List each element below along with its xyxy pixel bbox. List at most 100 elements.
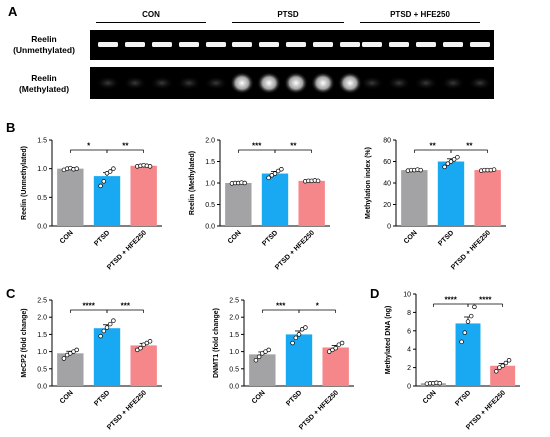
gel-band-unmethylated (152, 42, 172, 47)
y-tick-label: 1.0 (229, 349, 239, 356)
gel-row-label-unmethylated-line1: Reelin (31, 34, 57, 44)
bar (298, 180, 325, 226)
data-point (290, 340, 295, 346)
data-point (293, 335, 299, 341)
gel-group-label-hfe250: PTSD + HFE250 (390, 10, 450, 19)
data-point (147, 339, 153, 344)
x-tick-label: PTSD + HFE250 (465, 389, 507, 431)
panel-label-c: C (6, 286, 16, 301)
data-point (272, 171, 278, 176)
bar (93, 328, 121, 386)
gel-band-unmethylated (389, 42, 409, 47)
data-point (468, 313, 474, 319)
gel-band-methylated (441, 76, 465, 90)
bar (93, 176, 121, 226)
panel-label-d: D (370, 286, 380, 301)
data-point (491, 167, 497, 172)
y-tick-label: 2.0 (205, 138, 215, 145)
gel-band-unmethylated (206, 42, 226, 47)
gel-band-methylated (414, 76, 438, 90)
y-tick-label: 0.5 (229, 366, 239, 373)
bar (130, 345, 157, 386)
y-tick-label: 6 (407, 328, 411, 335)
sig-label: **** (82, 302, 95, 311)
sig-label: * (87, 142, 91, 151)
data-point (339, 340, 345, 346)
y-tick-label: 2.5 (229, 298, 239, 305)
bar (322, 347, 349, 386)
data-point (303, 325, 308, 330)
gel-band-methylated (204, 76, 228, 90)
y-tick-label: 0.0 (37, 224, 47, 231)
y-tick-label: 8 (407, 310, 411, 317)
data-point (315, 178, 321, 184)
data-point (494, 369, 499, 374)
y-tick-label: 0.5 (205, 202, 215, 209)
x-tick-label: PTSD (93, 229, 111, 247)
data-point (333, 345, 338, 351)
x-tick-label: PTSD (93, 389, 111, 407)
sig-label: *** (276, 302, 286, 311)
y-tick-label: 20 (383, 202, 391, 209)
gel-band-methylated (150, 76, 174, 90)
bar (401, 170, 428, 226)
data-point (448, 159, 454, 164)
data-point (104, 325, 110, 330)
x-tick-label: PTSD + HFE250 (274, 229, 316, 271)
bar (57, 168, 84, 226)
gel-image-methylated (90, 67, 494, 99)
x-tick-label: PTSD + HFE250 (298, 389, 340, 431)
bar (225, 183, 252, 226)
y-axis-label: Reelin (Methylated) (189, 151, 196, 215)
chart-b2: 0.0 0.5 1.0 1.5 2.0 Reelin (Methylated) CON PTS… (189, 138, 330, 271)
x-tick-label: PTSD + HFE250 (106, 229, 148, 271)
gel-row-label-methylated-line1: Reelin (31, 73, 57, 83)
x-tick-label: CON (227, 229, 243, 245)
data-point (256, 354, 262, 360)
y-tick-label: 0.0 (37, 384, 47, 391)
data-point (242, 180, 247, 186)
panel-label-b: B (6, 120, 16, 135)
y-tick-label: 2.5 (37, 298, 47, 305)
gel-band-unmethylated (470, 42, 490, 47)
gel-group-line-con (96, 22, 206, 23)
y-tick-label: 2 (407, 365, 411, 372)
y-tick-label: 2.0 (37, 315, 47, 322)
gel-band-unmethylated (179, 42, 199, 47)
y-tick-label: 1.5 (37, 332, 47, 339)
gel-band-methylated (360, 76, 384, 90)
data-point (74, 166, 79, 171)
gel-group-label-ptsd: PTSD (277, 10, 299, 19)
gel-group-label-con: CON (142, 10, 160, 19)
x-tick-label: CON (403, 229, 419, 245)
y-tick-label: 0.0 (229, 384, 239, 391)
data-point (500, 363, 505, 369)
data-point (418, 167, 423, 173)
data-point (442, 164, 447, 170)
bar (130, 165, 157, 226)
x-tick-label: PTSD (437, 229, 455, 247)
gel-band-methylated (257, 72, 281, 94)
sig-label: ** (466, 142, 473, 151)
data-point (74, 347, 79, 353)
gel-band-unmethylated (416, 42, 436, 47)
data-point (266, 347, 271, 353)
bar (455, 323, 481, 386)
data-point (107, 169, 113, 174)
bar (57, 353, 84, 386)
data-point (107, 321, 113, 327)
data-point (497, 365, 502, 370)
gel-row-label-methylated-line2: (Methylated) (18, 84, 70, 94)
data-point (111, 166, 116, 171)
y-tick-label: 0 (387, 224, 391, 231)
gel-unmethylated-svg (98, 42, 490, 47)
data-point (101, 179, 107, 184)
data-point (101, 328, 107, 334)
data-point (472, 304, 477, 310)
data-point (506, 357, 512, 363)
data-point (503, 360, 509, 366)
y-tick-label: 60 (383, 159, 391, 166)
data-point (451, 157, 457, 162)
